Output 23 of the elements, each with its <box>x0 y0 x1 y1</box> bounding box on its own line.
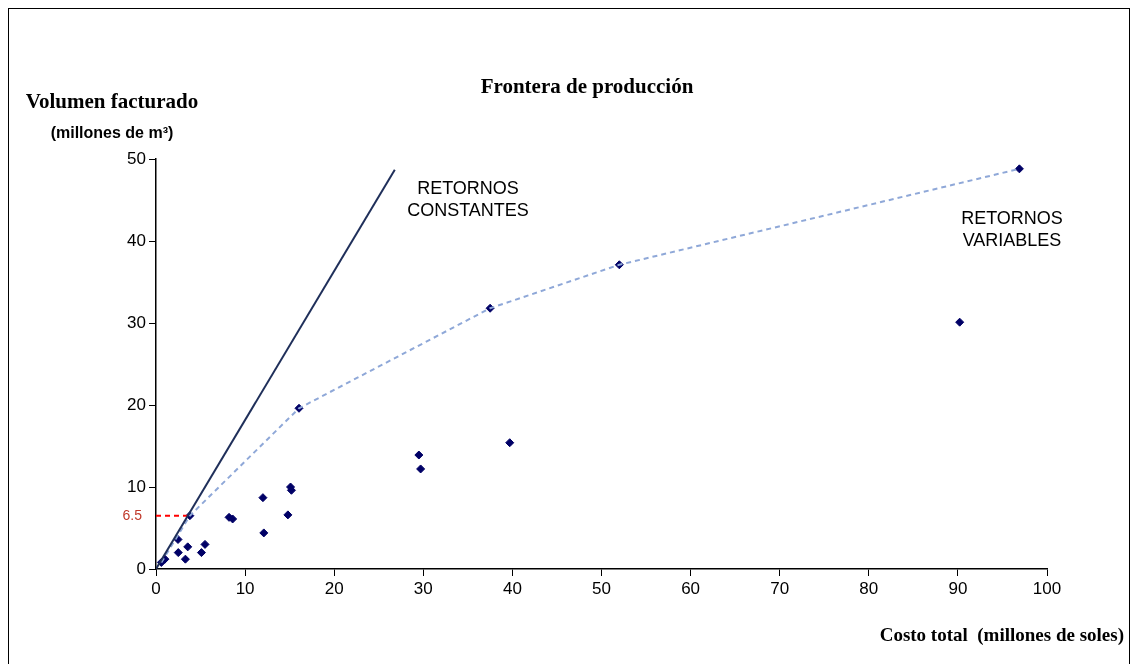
y-tick-label: 50 <box>127 148 146 168</box>
x-tick-label: 60 <box>681 578 701 598</box>
x-tick-label: 50 <box>592 578 611 598</box>
x-tick-label: 40 <box>502 578 522 598</box>
annotation: RETORNOS CONSTANTES <box>407 177 529 220</box>
x-tick-label: 90 <box>948 578 968 598</box>
x-tick-label: 70 <box>770 578 790 598</box>
x-axis-title: Costo total (millones de soles) <box>879 623 1124 646</box>
y-tick-label: 20 <box>127 394 146 414</box>
x-tick-label: 100 <box>1032 578 1062 598</box>
y-axis-title: Volumen facturado (millones de m³) <box>25 89 199 142</box>
annotation: RETORNOS VARIABLES <box>961 207 1063 250</box>
x-tick-label: 30 <box>413 578 433 598</box>
y-tick-label: 10 <box>127 476 146 496</box>
x-tick-label: 0 <box>151 578 161 598</box>
x-tick-label: 80 <box>859 578 879 598</box>
y-tick-label: 0 <box>136 558 146 578</box>
annotation: 6.5 <box>122 506 143 523</box>
x-tick-label: 10 <box>235 578 255 598</box>
y-tick-label: 40 <box>127 230 146 250</box>
x-tick-label: 20 <box>324 578 344 598</box>
chart-title: Frontera de producción <box>480 74 694 99</box>
y-tick-label: 30 <box>127 312 146 332</box>
